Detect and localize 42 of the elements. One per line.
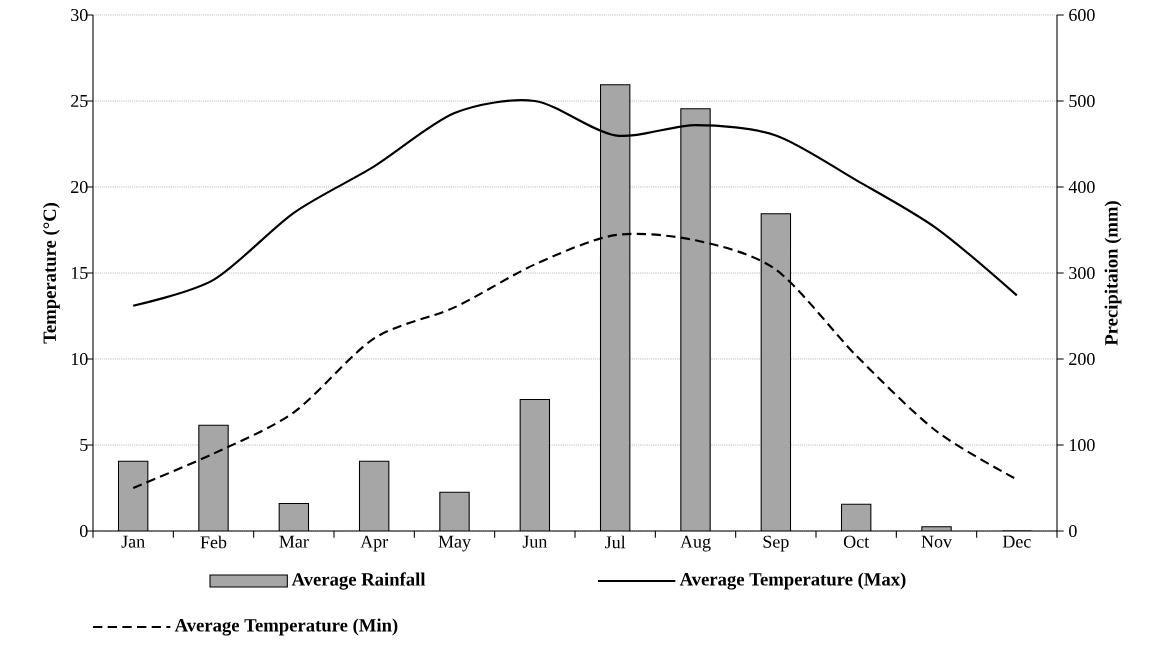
bar [439, 492, 470, 531]
bar [118, 461, 148, 531]
bar [680, 108, 711, 531]
bar [600, 84, 630, 531]
y-tick-label: 25 [71, 94, 88, 108]
y2-tick-label: 100 [1069, 438, 1095, 452]
x-tick-label: Apr [360, 535, 388, 552]
bar [279, 503, 309, 531]
y2-tick-label: 300 [1069, 266, 1095, 280]
y2-tick-label: 0 [1069, 524, 1077, 538]
legend-label: Average Temperature (Max) [679, 572, 906, 590]
x-tick-label: Jan [121, 535, 145, 548]
bar [841, 504, 871, 531]
y2-tick-label: 600 [1069, 8, 1095, 22]
bar [520, 399, 550, 531]
bar [359, 461, 389, 531]
y2-axis-title: Precipitaion (mm) [1104, 201, 1122, 346]
x-tick-label: Jul [605, 535, 626, 549]
line-series [132, 99, 1018, 307]
y-tick-label: 10 [71, 352, 88, 366]
y-axis-title: Temperature (°C) [42, 202, 60, 344]
legend-label: Average Temperature (Min) [174, 618, 398, 636]
x-tick-label: Dec [1002, 535, 1031, 548]
y2-tick-label: 200 [1069, 352, 1095, 366]
y2-tick-label: 400 [1068, 180, 1095, 194]
x-tick-label: Aug [680, 535, 711, 552]
bar [198, 425, 229, 531]
x-tick-label: Sep [763, 535, 789, 552]
x-tick-label: Nov [921, 535, 953, 548]
y-tick-label: 30 [71, 8, 88, 22]
y-tick-label: 0 [79, 524, 88, 538]
legend-label: Average Rainfall [291, 572, 426, 590]
y-tick-label: 5 [80, 439, 88, 451]
x-tick-label: May [438, 535, 471, 552]
y-tick-label: 15 [71, 266, 88, 280]
x-tick-label: Feb [200, 535, 227, 549]
bar [761, 213, 791, 531]
y2-tick-label: 500 [1069, 94, 1095, 108]
x-tick-label: Jun [522, 535, 548, 548]
x-tick-label: Oct [843, 535, 870, 548]
x-tick-label: Mar [279, 535, 309, 548]
y-tick-label: 20 [71, 180, 88, 194]
